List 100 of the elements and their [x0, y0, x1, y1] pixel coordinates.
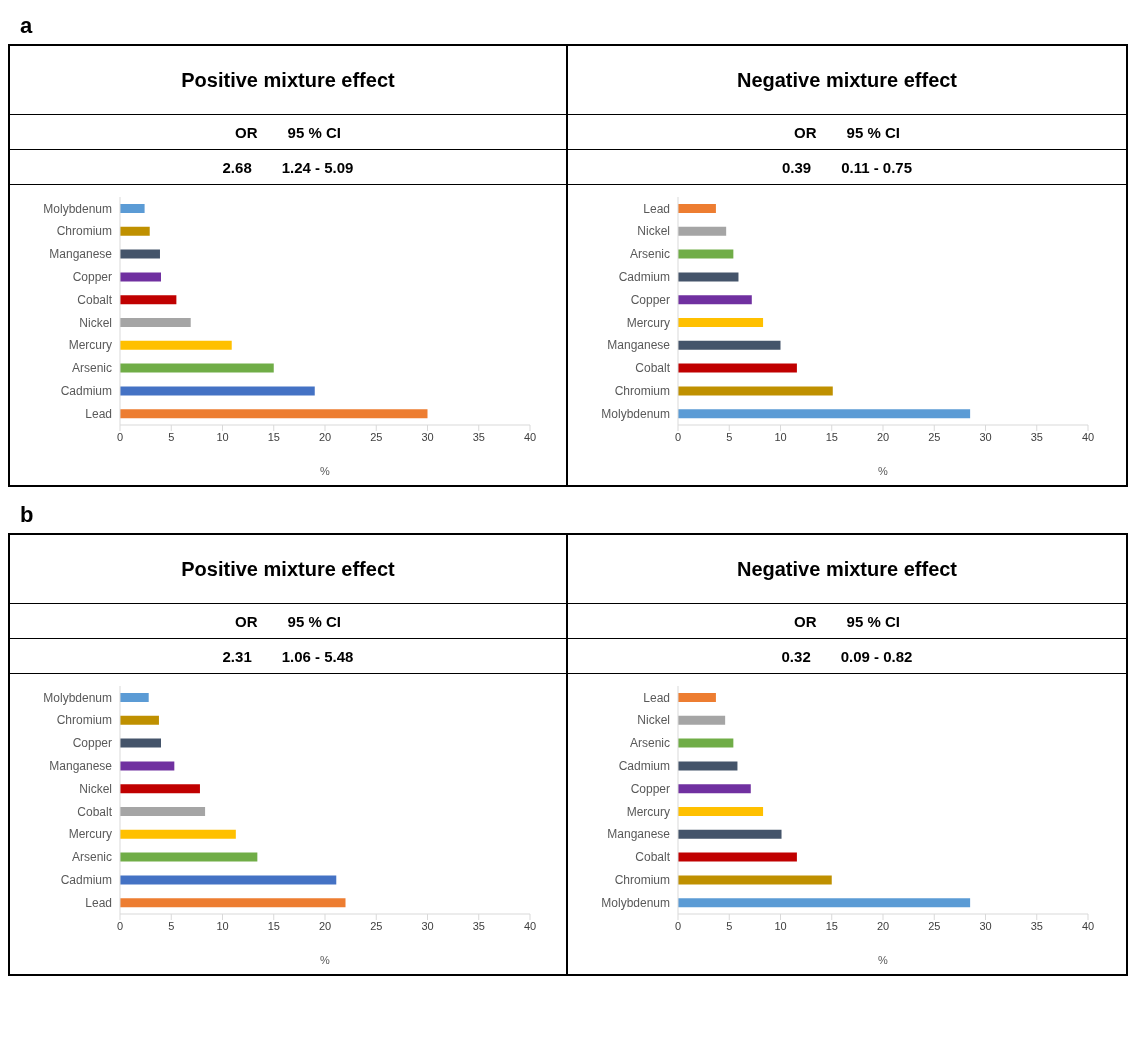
x-tick-label: 30: [421, 430, 434, 443]
y-tick-label: Lead: [85, 895, 112, 910]
chart-title: Positive mixture effect: [10, 46, 566, 115]
x-tick-label: 30: [979, 919, 992, 932]
x-tick-label: 0: [674, 430, 682, 443]
y-tick-label: Cobalt: [77, 804, 113, 819]
text: OR: [235, 612, 258, 630]
y-tick-label: Mercury: [626, 315, 670, 330]
x-tick-label: 20: [318, 919, 332, 932]
y-tick-label: Arsenic: [629, 247, 670, 262]
y-tick-label: Arsenic: [629, 736, 670, 751]
x-axis-title: %: [320, 954, 331, 966]
text: 95 % CI: [287, 123, 341, 141]
y-tick-label: Nickel: [637, 224, 670, 239]
x-tick-label: 10: [774, 919, 787, 932]
x-axis-title: %: [320, 465, 331, 477]
x-tick-label: 35: [1030, 919, 1043, 932]
y-tick-label: Cadmium: [618, 759, 670, 774]
text: 2.31: [222, 647, 252, 665]
y-tick-label: Copper: [72, 270, 112, 285]
x-tick-label: 5: [726, 919, 733, 932]
y-tick-label: Manganese: [49, 759, 113, 774]
x-axis-title: %: [878, 954, 889, 966]
text: 95 % CI: [846, 123, 900, 141]
y-tick-label: Cadmium: [618, 270, 670, 285]
x-tick-label: 30: [979, 430, 992, 443]
y-tick-label: Nickel: [79, 315, 112, 330]
x-tick-label: 0: [116, 919, 124, 932]
y-tick-label: Chromium: [614, 873, 670, 888]
x-tick-label: 20: [318, 430, 332, 443]
text: 0.11 - 0.75: [841, 158, 913, 176]
text: 2.68: [222, 158, 252, 176]
x-tick-label: 15: [825, 919, 838, 932]
y-tick-label: Lead: [85, 406, 112, 421]
y-tick-label: Arsenic: [71, 850, 112, 865]
x-tick-label: 0: [674, 919, 682, 932]
x-tick-label: 20: [876, 430, 890, 443]
text: b: [20, 502, 34, 527]
x-tick-label: 10: [216, 919, 229, 932]
y-tick-label: Nickel: [637, 713, 670, 728]
chart-title: Positive mixture effect: [10, 535, 566, 604]
x-tick-label: 25: [370, 430, 383, 443]
x-tick-label: 35: [472, 919, 485, 932]
text: 0.32: [781, 647, 811, 665]
text: 1.06 - 5.48: [281, 647, 354, 665]
x-tick-label: 15: [267, 430, 280, 443]
text: a: [20, 13, 33, 38]
x-tick-label: 40: [1081, 919, 1095, 932]
text: 95 % CI: [846, 612, 900, 630]
y-tick-label: Cadmium: [60, 873, 112, 888]
text: 95 % CI: [287, 612, 341, 630]
y-tick-label: Manganese: [607, 827, 671, 842]
y-tick-label: Lead: [643, 201, 670, 216]
y-tick-label: Cobalt: [635, 361, 671, 376]
y-tick-label: Cadmium: [60, 384, 112, 399]
y-tick-label: Lead: [643, 690, 670, 705]
text: OR: [794, 612, 817, 630]
x-tick-label: 10: [216, 430, 229, 443]
y-tick-label: Arsenic: [71, 361, 112, 376]
y-tick-label: Molybdenum: [43, 201, 112, 216]
chart-title: Negative mixture effect: [568, 535, 1126, 604]
y-tick-label: Cobalt: [635, 850, 671, 865]
text: OR: [794, 123, 817, 141]
text: 1.24 - 5.09: [281, 158, 354, 176]
y-tick-label: Chromium: [56, 224, 112, 239]
x-tick-label: 25: [370, 919, 383, 932]
x-tick-label: 5: [168, 430, 175, 443]
x-tick-label: 15: [267, 919, 280, 932]
x-tick-label: 15: [825, 430, 838, 443]
y-tick-label: Manganese: [607, 338, 671, 353]
y-tick-label: Copper: [72, 736, 112, 751]
x-tick-label: 40: [523, 919, 537, 932]
chart-title: Negative mixture effect: [568, 46, 1126, 115]
y-tick-label: Chromium: [56, 713, 112, 728]
y-tick-label: Mercury: [68, 338, 112, 353]
x-tick-label: 40: [1081, 430, 1095, 443]
text: 0.09 - 0.82: [840, 647, 913, 665]
x-tick-label: 5: [726, 430, 733, 443]
y-tick-label: Molybdenum: [601, 406, 670, 421]
y-tick-label: Molybdenum: [43, 690, 112, 705]
x-tick-label: 25: [928, 430, 941, 443]
x-tick-label: 0: [116, 430, 124, 443]
text: OR: [235, 123, 258, 141]
y-tick-label: Mercury: [68, 827, 112, 842]
x-tick-label: 25: [928, 919, 941, 932]
x-tick-label: 35: [1030, 430, 1043, 443]
y-tick-label: Manganese: [49, 247, 113, 262]
y-tick-label: Molybdenum: [601, 895, 670, 910]
y-tick-label: Chromium: [614, 384, 670, 399]
text: 0.39: [781, 158, 812, 176]
x-tick-label: 5: [168, 919, 175, 932]
y-tick-label: Cobalt: [77, 292, 113, 307]
x-tick-label: 20: [876, 919, 890, 932]
y-tick-label: Copper: [630, 781, 670, 796]
x-tick-label: 35: [472, 430, 485, 443]
y-tick-label: Copper: [630, 292, 670, 307]
y-tick-label: Mercury: [626, 804, 670, 819]
x-tick-label: 10: [774, 430, 787, 443]
x-tick-label: 30: [421, 919, 434, 932]
x-tick-label: 40: [523, 430, 537, 443]
